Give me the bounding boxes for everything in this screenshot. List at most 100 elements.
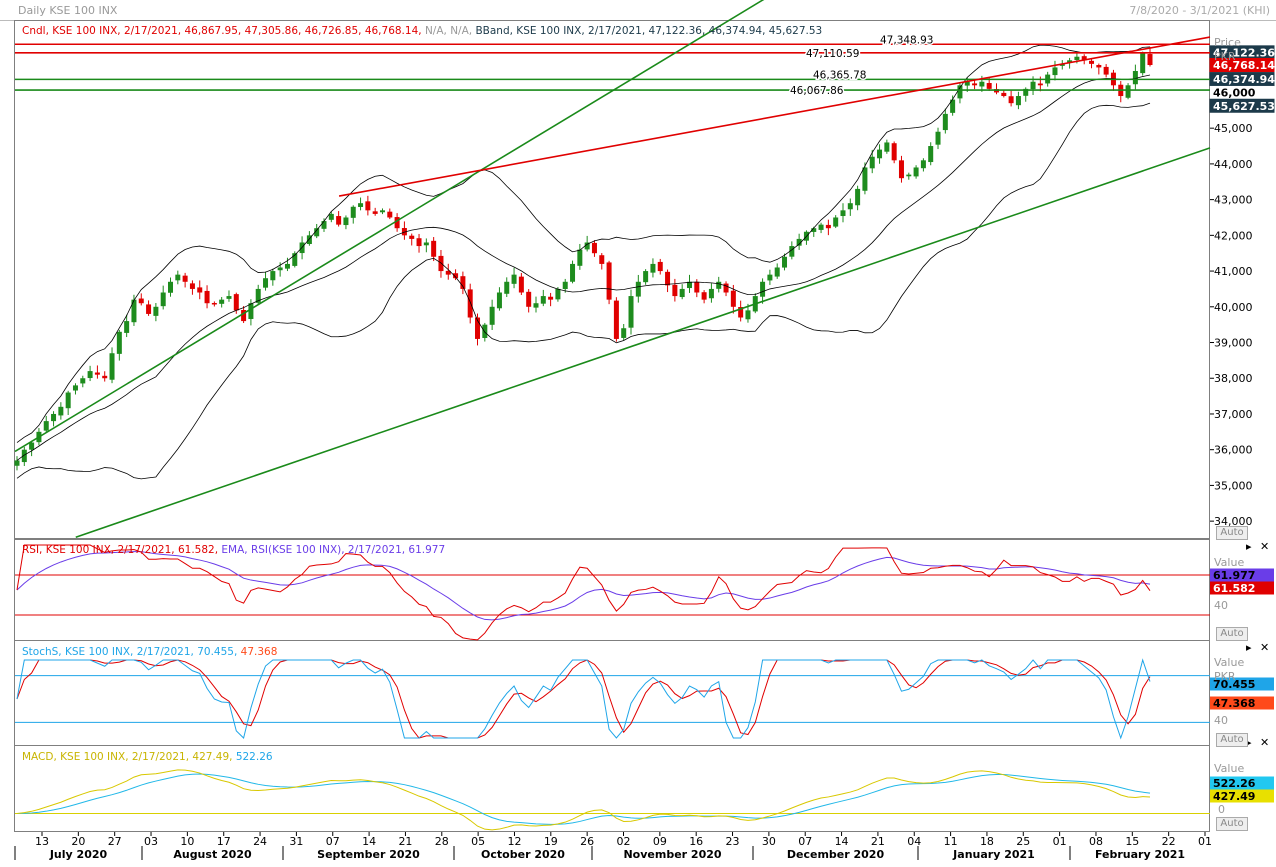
- x-day-label: 24: [253, 835, 267, 848]
- rsi-tag-text: 61.977: [1213, 569, 1255, 582]
- stoch-legend-k: StochS, KSE 100 INX, 2/17/2021, 70.455,: [22, 646, 238, 658]
- candle-body: [387, 211, 393, 218]
- price-tag-text: 47,122.36: [1213, 46, 1275, 59]
- horizontal-lines: 47,348.93 47,110.59 46,365.78 46,067.86: [15, 33, 1210, 99]
- candle-body: [891, 143, 897, 161]
- candle-body: [1008, 96, 1014, 104]
- rsi-minimize-button[interactable]: ▸: [1246, 540, 1252, 553]
- rsi-ema-line: [16, 551, 1151, 621]
- candle-body: [314, 228, 320, 237]
- candle-body: [796, 238, 802, 246]
- candle-body: [679, 288, 685, 298]
- macd-legend-macd: MACD, KSE 100 INX, 2/17/2021, 427.49,: [22, 751, 233, 763]
- candle-body: [445, 270, 451, 275]
- candle-body: [138, 298, 144, 304]
- x-month-label: December 2020: [787, 848, 885, 861]
- stoch-axis-header: Value: [1214, 656, 1245, 669]
- candle-body: [635, 281, 641, 297]
- macd-close-button[interactable]: ✕: [1260, 736, 1270, 749]
- candle-body: [423, 242, 429, 246]
- candle-body: [467, 289, 473, 318]
- candle-body: [1096, 64, 1102, 68]
- candle-body: [701, 292, 707, 300]
- candle-body: [358, 203, 364, 207]
- stoch-minimize-button[interactable]: ▸: [1246, 641, 1252, 654]
- stoch-close-button[interactable]: ✕: [1260, 641, 1270, 654]
- candle-body: [394, 217, 400, 229]
- macd-auto-button[interactable]: Auto: [1216, 817, 1248, 831]
- candle-body: [211, 302, 217, 305]
- macd-tag-bg: [1210, 789, 1274, 803]
- stoch-axis-label: 40: [1214, 714, 1228, 727]
- trendline: [75, 147, 1211, 538]
- price-tag-text: 46,374.94: [1213, 73, 1275, 86]
- candle-body: [825, 224, 831, 229]
- x-day-label: 03: [144, 835, 158, 848]
- candle-body: [1132, 71, 1138, 85]
- stoch-auto-button[interactable]: Auto: [1216, 733, 1248, 747]
- candle-body: [686, 281, 692, 289]
- na-legend: N/A, N/A,: [424, 25, 473, 37]
- price-axis-label: 35,000: [1214, 479, 1253, 492]
- candle-body: [1067, 60, 1073, 63]
- price-tag-bg: [1209, 58, 1275, 73]
- candle-body: [94, 372, 100, 375]
- candle-body: [745, 310, 751, 320]
- candle-body: [1001, 92, 1007, 97]
- candle-body: [255, 288, 261, 303]
- candle-body: [928, 146, 934, 163]
- candle-body: [840, 210, 846, 217]
- candle-body: [109, 353, 115, 380]
- candle-body: [482, 324, 488, 338]
- price-tag-text: 45,627.53: [1213, 100, 1275, 113]
- candle-body: [460, 276, 466, 289]
- candle-body: [906, 174, 912, 177]
- candle-body: [913, 167, 919, 177]
- candle-body: [672, 284, 678, 297]
- candle-body: [233, 294, 239, 311]
- x-day-label: 10: [180, 835, 194, 848]
- candle-body: [774, 267, 780, 277]
- candle-body: [570, 263, 576, 282]
- candle-body: [957, 85, 963, 99]
- candle-body: [738, 307, 744, 318]
- candle-body: [533, 303, 539, 308]
- price-axis-header: Price: [1214, 36, 1241, 49]
- macd-signal-line: [16, 773, 1151, 825]
- price-tag-bg: [1210, 85, 1274, 99]
- x-day-label: 22: [1162, 835, 1176, 848]
- candle-body: [248, 303, 254, 319]
- x-day-label: 01: [1053, 835, 1067, 848]
- candle-body: [350, 206, 356, 218]
- candle-body: [124, 321, 130, 333]
- rsi-auto-button[interactable]: Auto: [1216, 627, 1248, 641]
- candle-body: [160, 292, 166, 307]
- stoch-tag-bg: [1210, 696, 1274, 710]
- price-tag: 46,374.94: [1209, 72, 1275, 87]
- indicator-plots: 604061.97761.5824070.45547.3680522.26427…: [15, 544, 1274, 831]
- macd-minimize-button[interactable]: ▸: [1246, 736, 1252, 749]
- x-day-label: 12: [507, 835, 521, 848]
- candle-body: [518, 276, 524, 293]
- x-day-label: 01: [1198, 835, 1212, 848]
- candle-body: [1103, 66, 1109, 75]
- x-month-label: July 2020: [49, 848, 108, 861]
- candle-body: [1030, 81, 1036, 90]
- price-auto-button[interactable]: Auto: [1216, 526, 1248, 540]
- rsi-close-button[interactable]: ✕: [1260, 540, 1270, 553]
- stoch-d-line: [16, 659, 1151, 739]
- candle-body: [204, 290, 210, 304]
- stoch-legend-d: 47.368: [240, 646, 278, 658]
- candle-body: [1140, 53, 1146, 74]
- price-tag-text: 46,000: [1213, 86, 1256, 99]
- candle-body: [453, 273, 459, 279]
- candle-body: [51, 413, 57, 422]
- x-month-label: August 2020: [173, 848, 252, 861]
- candle-body: [431, 240, 437, 257]
- candle-body: [372, 211, 378, 214]
- candle-body: [628, 296, 634, 328]
- candle-body: [964, 81, 970, 86]
- candle-body: [241, 309, 247, 322]
